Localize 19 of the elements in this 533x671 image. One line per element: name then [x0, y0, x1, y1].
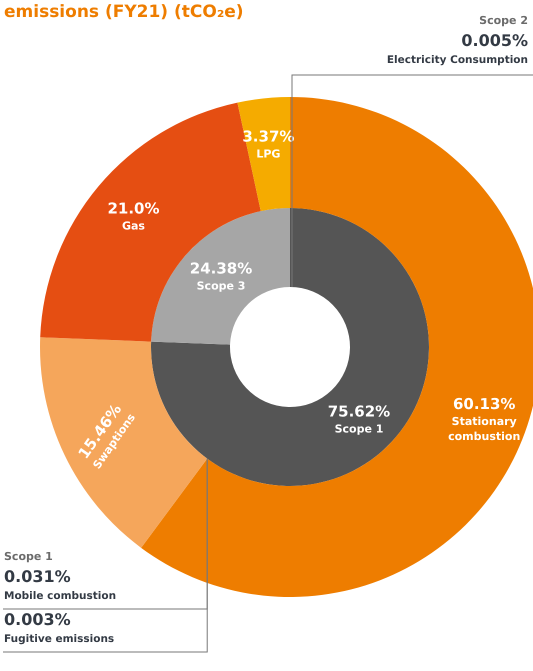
slice-label: Scope 1	[334, 422, 384, 436]
text: Mobile combustion	[4, 590, 116, 602]
text: Electricity Consumption	[386, 54, 528, 66]
slice-label: Stationary combustion	[448, 415, 520, 444]
data-label: 3.37%	[242, 128, 294, 146]
slice-label: LPG	[256, 148, 280, 161]
text: 0.005%	[461, 31, 528, 50]
slice-label: Gas	[122, 219, 146, 232]
slice-label: Scope 3	[196, 279, 246, 292]
text: 0.031%	[4, 567, 71, 586]
data-label: 75.62%	[328, 402, 390, 421]
text: 0.003%	[4, 610, 71, 629]
chart-title: emissions (FY21) (tCO₂e)	[4, 2, 244, 22]
data-label: 21.0%	[107, 199, 160, 218]
data-label: 24.38%	[190, 259, 252, 278]
text: Fugitive emissions	[4, 633, 114, 645]
data-label: 60.13%	[452, 395, 516, 414]
text: Scope 1	[4, 550, 53, 563]
text: Scope 2	[479, 14, 528, 27]
